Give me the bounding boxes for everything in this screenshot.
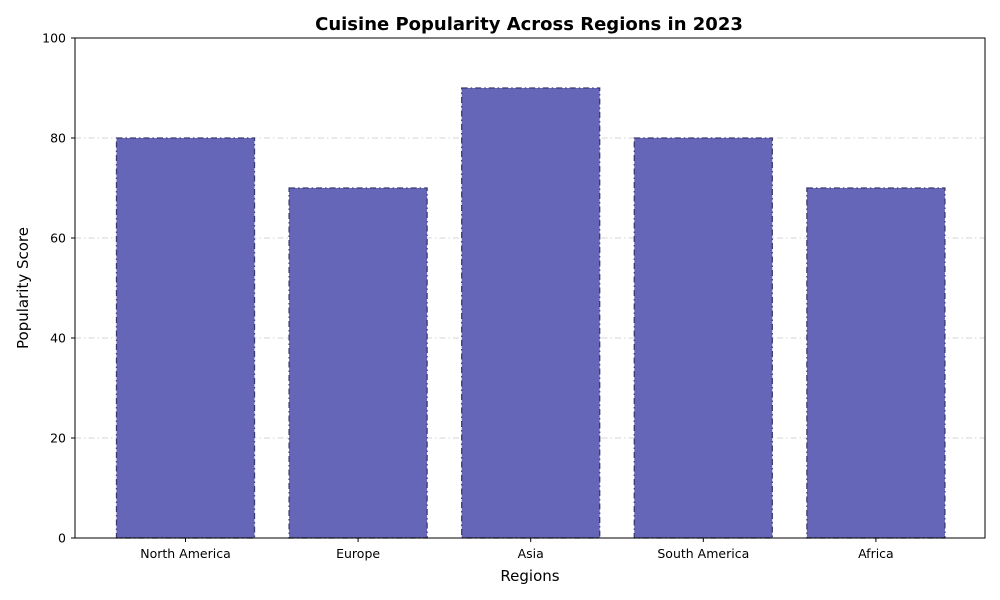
x-tick-label: Africa [858, 546, 894, 561]
bar-asia [461, 87, 601, 539]
y-tick-label: 20 [50, 431, 66, 446]
y-tick-label: 40 [50, 331, 66, 346]
bar-south-america [633, 137, 773, 539]
plot-frame [74, 37, 986, 539]
bar-europe [288, 187, 428, 539]
bar-africa [806, 187, 946, 539]
y-tick-label: 60 [50, 231, 66, 246]
x-tick-label: South America [657, 546, 749, 561]
x-axis: North America Europe Asia South America Afri… [140, 538, 894, 561]
y-tick-label: 80 [50, 131, 66, 146]
bar-north-america [115, 137, 256, 539]
y-tick-label: 0 [58, 531, 66, 546]
y-tick-label: 100 [42, 31, 66, 46]
y-axis-label: Popularity Score [14, 227, 32, 349]
x-axis-label: Regions [500, 567, 559, 585]
bar-layer [115, 87, 946, 539]
x-tick-label: Europe [336, 546, 380, 561]
chart-title: Cuisine Popularity Across Regions in 202… [315, 14, 743, 35]
x-tick-label: Asia [518, 546, 544, 561]
x-tick-label: North America [140, 546, 231, 561]
y-axis: 0 20 40 60 80 100 [42, 31, 75, 546]
